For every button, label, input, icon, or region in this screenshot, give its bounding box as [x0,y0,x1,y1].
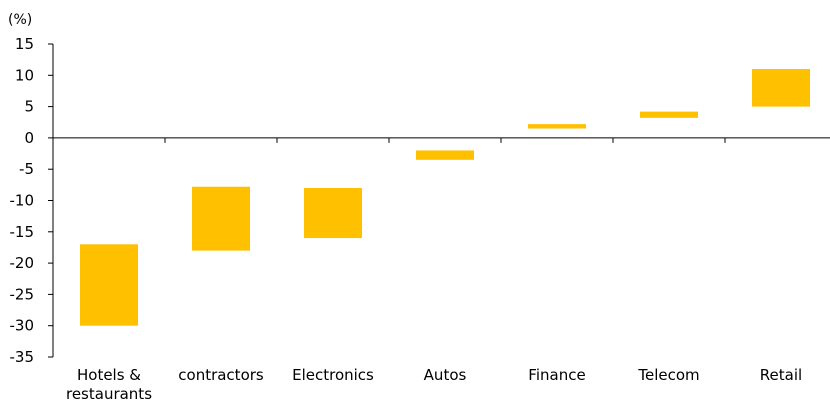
y-tick-label: 5 [24,98,34,116]
x-category-label: contractors [178,366,264,384]
bar-electronics [304,188,362,238]
y-tick-label: -25 [10,285,35,303]
bar-telecom [640,112,698,118]
x-category-label: Finance [528,366,585,384]
y-tick-label: -30 [10,317,35,335]
y-tick-label: 10 [15,66,34,84]
y-tick-label: -20 [10,254,35,272]
bar-finance [528,124,586,128]
bar-retail [752,69,810,107]
x-category-label: Autos [424,366,467,384]
x-category-label: Retail [760,366,802,384]
x-category-label: Electronics [292,366,374,384]
y-tick-label: -10 [10,192,35,210]
bar-autos [416,150,474,159]
y-axis-unit-label: (%) [8,12,32,28]
x-category-label: Hotels & [77,366,141,384]
y-tick-label: -35 [10,348,35,366]
y-tick-label: 0 [24,129,34,147]
bar-hotels-restaurants [80,244,138,325]
x-category-label: restaurants [66,385,152,401]
y-tick-label: -15 [10,223,35,241]
x-category-label: Telecom [637,366,699,384]
y-tick-label: 15 [15,35,34,53]
y-tick-label: -5 [19,160,34,178]
plot-area: 15 10 5 0 -5 -10 -15 -20 -25 -30 -35 Hotels &restau… [10,35,830,401]
bar-contractors [192,187,250,251]
